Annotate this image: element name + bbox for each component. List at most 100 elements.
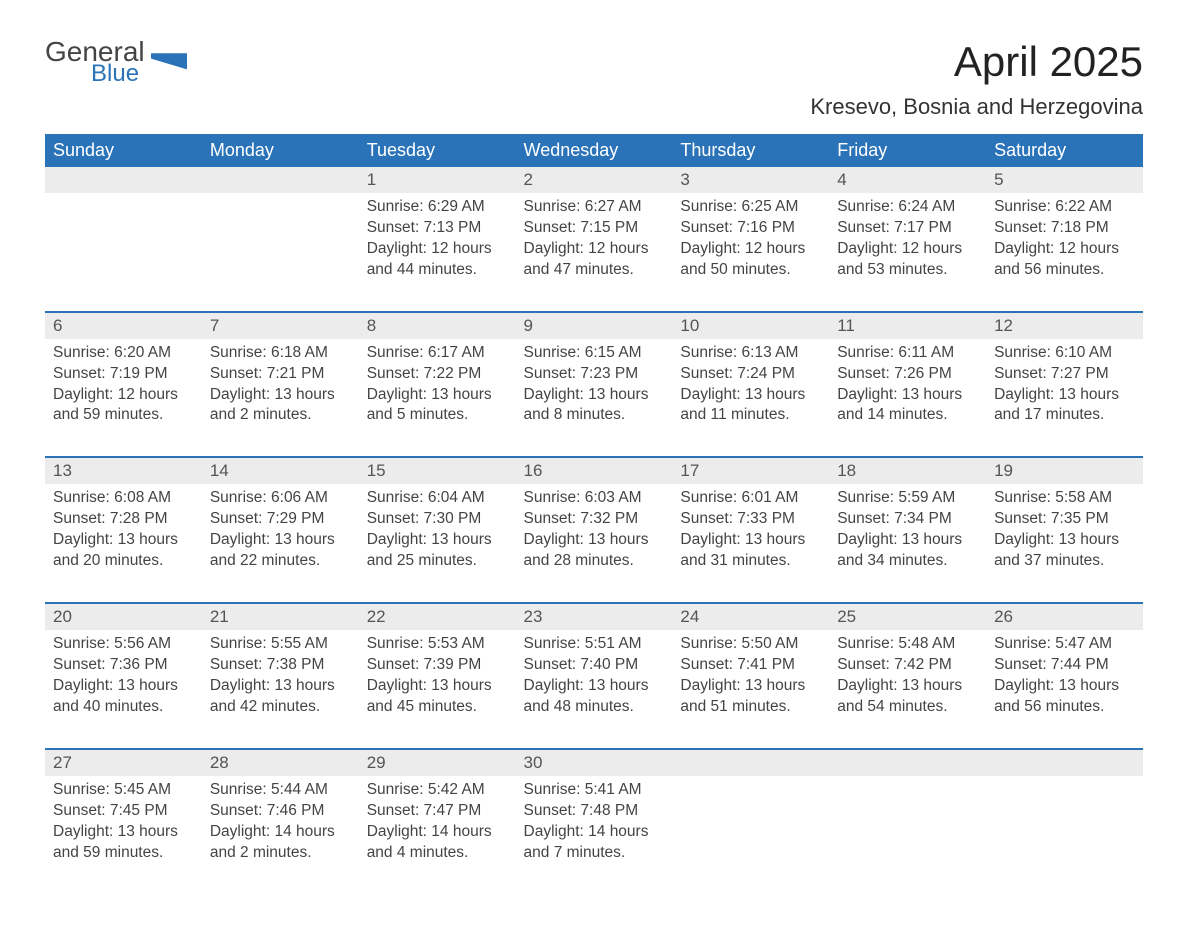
day-number (829, 750, 986, 776)
day-number (672, 750, 829, 776)
sunset-text: Sunset: 7:35 PM (994, 509, 1135, 530)
sunrise-text: Sunrise: 6:18 AM (210, 343, 351, 364)
sunrise-text: Sunrise: 5:42 AM (367, 780, 508, 801)
daylight-text: Daylight: 13 hours and 34 minutes. (837, 530, 978, 572)
day-cell: Sunrise: 5:48 AMSunset: 7:42 PMDaylight:… (829, 630, 986, 749)
sunset-text: Sunset: 7:39 PM (367, 655, 508, 676)
day-number: 6 (45, 313, 202, 339)
daylight-text: Daylight: 13 hours and 20 minutes. (53, 530, 194, 572)
header: General Blue April 2025 Kresevo, Bosnia … (45, 38, 1143, 120)
day-number: 30 (516, 750, 673, 776)
sunset-text: Sunset: 7:34 PM (837, 509, 978, 530)
day-cell: Sunrise: 5:42 AMSunset: 7:47 PMDaylight:… (359, 776, 516, 894)
day-number: 8 (359, 313, 516, 339)
day-number: 7 (202, 313, 359, 339)
day-number: 3 (672, 167, 829, 193)
day-cell: Sunrise: 6:17 AMSunset: 7:22 PMDaylight:… (359, 339, 516, 458)
day-cell: Sunrise: 6:13 AMSunset: 7:24 PMDaylight:… (672, 339, 829, 458)
sunset-text: Sunset: 7:41 PM (680, 655, 821, 676)
day-number (45, 167, 202, 193)
day-number: 29 (359, 750, 516, 776)
day-cell: Sunrise: 6:25 AMSunset: 7:16 PMDaylight:… (672, 193, 829, 312)
day-cell: Sunrise: 5:50 AMSunset: 7:41 PMDaylight:… (672, 630, 829, 749)
daylight-text: Daylight: 13 hours and 48 minutes. (524, 676, 665, 718)
sunset-text: Sunset: 7:47 PM (367, 801, 508, 822)
day-content-row: Sunrise: 5:56 AMSunset: 7:36 PMDaylight:… (45, 630, 1143, 749)
day-cell: Sunrise: 5:44 AMSunset: 7:46 PMDaylight:… (202, 776, 359, 894)
day-cell: Sunrise: 5:41 AMSunset: 7:48 PMDaylight:… (516, 776, 673, 894)
day-number: 21 (202, 604, 359, 630)
daylight-text: Daylight: 13 hours and 25 minutes. (367, 530, 508, 572)
sunset-text: Sunset: 7:44 PM (994, 655, 1135, 676)
day-number: 23 (516, 604, 673, 630)
daylight-text: Daylight: 13 hours and 2 minutes. (210, 385, 351, 427)
day-cell: Sunrise: 6:04 AMSunset: 7:30 PMDaylight:… (359, 484, 516, 603)
daylight-text: Daylight: 13 hours and 51 minutes. (680, 676, 821, 718)
sunrise-text: Sunrise: 6:24 AM (837, 197, 978, 218)
sunrise-text: Sunrise: 6:22 AM (994, 197, 1135, 218)
sunset-text: Sunset: 7:21 PM (210, 364, 351, 385)
day-number: 28 (202, 750, 359, 776)
sunset-text: Sunset: 7:28 PM (53, 509, 194, 530)
day-number-row: 20212223242526 (45, 604, 1143, 630)
day-number: 20 (45, 604, 202, 630)
day-number: 4 (829, 167, 986, 193)
day-content-row: Sunrise: 6:29 AMSunset: 7:13 PMDaylight:… (45, 193, 1143, 312)
day-cell: Sunrise: 6:22 AMSunset: 7:18 PMDaylight:… (986, 193, 1143, 312)
daylight-text: Daylight: 13 hours and 28 minutes. (524, 530, 665, 572)
calendar-table: SundayMondayTuesdayWednesdayThursdayFrid… (45, 134, 1143, 893)
day-number: 9 (516, 313, 673, 339)
daylight-text: Daylight: 13 hours and 14 minutes. (837, 385, 978, 427)
daylight-text: Daylight: 14 hours and 4 minutes. (367, 822, 508, 864)
daylight-text: Daylight: 13 hours and 40 minutes. (53, 676, 194, 718)
sunset-text: Sunset: 7:24 PM (680, 364, 821, 385)
day-content-row: Sunrise: 5:45 AMSunset: 7:45 PMDaylight:… (45, 776, 1143, 894)
daylight-text: Daylight: 13 hours and 45 minutes. (367, 676, 508, 718)
sunset-text: Sunset: 7:48 PM (524, 801, 665, 822)
daylight-text: Daylight: 12 hours and 50 minutes. (680, 239, 821, 281)
day-cell: Sunrise: 5:59 AMSunset: 7:34 PMDaylight:… (829, 484, 986, 603)
day-number: 1 (359, 167, 516, 193)
daylight-text: Daylight: 13 hours and 8 minutes. (524, 385, 665, 427)
sunrise-text: Sunrise: 5:41 AM (524, 780, 665, 801)
sunset-text: Sunset: 7:36 PM (53, 655, 194, 676)
day-number: 2 (516, 167, 673, 193)
logo: General Blue (45, 38, 187, 86)
day-cell: Sunrise: 6:20 AMSunset: 7:19 PMDaylight:… (45, 339, 202, 458)
day-cell: Sunrise: 5:47 AMSunset: 7:44 PMDaylight:… (986, 630, 1143, 749)
day-number: 22 (359, 604, 516, 630)
day-cell: Sunrise: 6:01 AMSunset: 7:33 PMDaylight:… (672, 484, 829, 603)
day-cell: Sunrise: 6:29 AMSunset: 7:13 PMDaylight:… (359, 193, 516, 312)
day-cell: Sunrise: 6:18 AMSunset: 7:21 PMDaylight:… (202, 339, 359, 458)
day-number: 17 (672, 458, 829, 484)
sunset-text: Sunset: 7:18 PM (994, 218, 1135, 239)
sunset-text: Sunset: 7:46 PM (210, 801, 351, 822)
sunset-text: Sunset: 7:33 PM (680, 509, 821, 530)
sunset-text: Sunset: 7:38 PM (210, 655, 351, 676)
day-cell: Sunrise: 6:08 AMSunset: 7:28 PMDaylight:… (45, 484, 202, 603)
sunrise-text: Sunrise: 6:04 AM (367, 488, 508, 509)
day-number: 19 (986, 458, 1143, 484)
day-number (202, 167, 359, 193)
day-cell: Sunrise: 5:45 AMSunset: 7:45 PMDaylight:… (45, 776, 202, 894)
day-number: 14 (202, 458, 359, 484)
sunrise-text: Sunrise: 6:29 AM (367, 197, 508, 218)
daylight-text: Daylight: 13 hours and 37 minutes. (994, 530, 1135, 572)
sunrise-text: Sunrise: 6:08 AM (53, 488, 194, 509)
day-number: 27 (45, 750, 202, 776)
day-cell: Sunrise: 6:03 AMSunset: 7:32 PMDaylight:… (516, 484, 673, 603)
sunrise-text: Sunrise: 6:06 AM (210, 488, 351, 509)
day-cell: Sunrise: 6:11 AMSunset: 7:26 PMDaylight:… (829, 339, 986, 458)
sunrise-text: Sunrise: 5:47 AM (994, 634, 1135, 655)
sunrise-text: Sunrise: 6:13 AM (680, 343, 821, 364)
day-cell: Sunrise: 6:27 AMSunset: 7:15 PMDaylight:… (516, 193, 673, 312)
day-number: 11 (829, 313, 986, 339)
daylight-text: Daylight: 12 hours and 44 minutes. (367, 239, 508, 281)
sunrise-text: Sunrise: 5:45 AM (53, 780, 194, 801)
day-number-row: 27282930 (45, 750, 1143, 776)
sunset-text: Sunset: 7:42 PM (837, 655, 978, 676)
sunset-text: Sunset: 7:16 PM (680, 218, 821, 239)
day-number (986, 750, 1143, 776)
sunset-text: Sunset: 7:29 PM (210, 509, 351, 530)
day-cell: Sunrise: 5:56 AMSunset: 7:36 PMDaylight:… (45, 630, 202, 749)
